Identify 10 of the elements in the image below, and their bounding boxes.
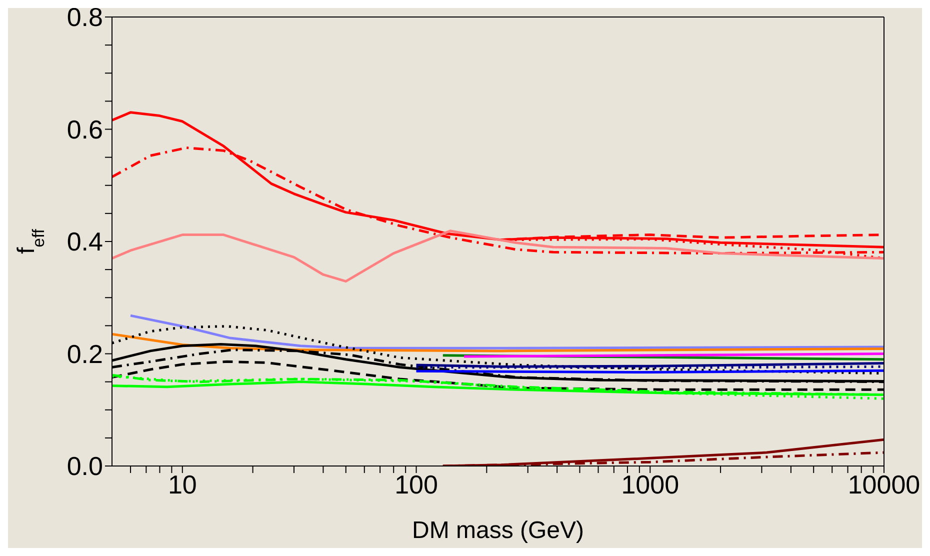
y-tick-label: 0.0: [66, 451, 103, 482]
y-tick-label: 0.6: [66, 114, 103, 144]
x-tick-label: 10: [168, 469, 197, 500]
x-tick-label: 10000: [848, 469, 920, 500]
x-tick-label: 1000: [621, 469, 680, 500]
y-tick-label: 0.2: [66, 338, 103, 369]
x-axis-title: DM mass (GeV): [412, 517, 584, 544]
x-tick-label: 100: [394, 469, 438, 500]
y-tick-label: 0.8: [66, 2, 103, 32]
y-tick-label: 0.4: [66, 226, 103, 257]
